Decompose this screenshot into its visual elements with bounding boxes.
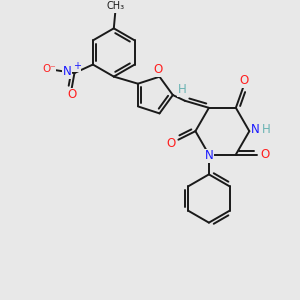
Text: H: H [178,83,186,96]
Text: +: + [73,61,81,71]
Text: H: H [261,123,270,136]
Text: CH₃: CH₃ [106,2,124,11]
Text: O: O [167,136,176,150]
Text: O: O [260,148,270,161]
Text: O⁻: O⁻ [42,64,56,74]
Text: O: O [67,88,76,101]
Text: O: O [154,63,163,76]
Text: O: O [240,74,249,87]
Text: N: N [63,65,72,78]
Text: N: N [205,149,213,162]
Text: N: N [251,123,260,136]
